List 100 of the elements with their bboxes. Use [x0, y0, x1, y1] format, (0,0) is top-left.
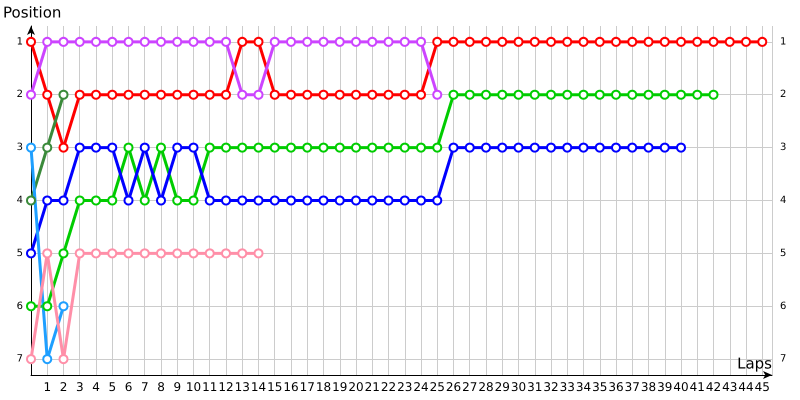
point	[416, 196, 426, 206]
point	[432, 36, 442, 47]
x-tick-label: 16	[283, 380, 299, 394]
y-tick-label: 3	[16, 142, 23, 154]
point	[91, 36, 101, 47]
point	[594, 90, 605, 100]
point	[188, 142, 198, 153]
point	[318, 142, 328, 153]
point	[351, 36, 361, 47]
point	[107, 90, 118, 100]
x-tick-label: 39	[657, 380, 672, 394]
point	[270, 90, 280, 100]
point	[400, 36, 410, 47]
point	[237, 196, 248, 206]
y-tick-label: 1	[16, 36, 23, 48]
x-tick-label: 32	[543, 380, 559, 394]
point	[286, 36, 296, 47]
point	[448, 142, 458, 153]
point	[481, 142, 491, 153]
point	[384, 36, 394, 47]
x-tick-label: 35	[592, 380, 608, 394]
point	[302, 142, 312, 153]
point	[432, 196, 442, 206]
point	[270, 196, 280, 206]
y2-tick-label: 4	[780, 195, 786, 206]
point	[42, 90, 52, 100]
y2-tick-label: 5	[780, 248, 786, 259]
point	[91, 142, 101, 153]
x-tick-label: 37	[624, 380, 640, 394]
x-tick-label: 12	[218, 380, 234, 394]
x-tick-label: 40	[673, 380, 689, 394]
x-tick-label: 15	[267, 380, 282, 394]
y-tick-label: 6	[16, 300, 23, 312]
point	[562, 142, 572, 153]
point	[156, 196, 166, 206]
y-tick-label: 2	[16, 89, 23, 100]
point	[318, 196, 328, 206]
point	[400, 142, 410, 153]
point	[107, 36, 118, 47]
point	[254, 142, 264, 153]
point	[578, 142, 588, 153]
x-tick-label: 44	[738, 380, 754, 394]
point	[204, 36, 215, 47]
x-tick-label: 41	[690, 380, 705, 394]
point	[757, 36, 768, 47]
y-axis-title: Position	[3, 4, 62, 22]
point	[546, 142, 556, 153]
point	[42, 354, 52, 364]
y2-tick-label: 7	[780, 354, 786, 365]
point	[26, 36, 36, 47]
point	[107, 196, 118, 206]
point	[644, 36, 654, 47]
point	[432, 142, 442, 153]
point	[708, 36, 718, 47]
point	[188, 248, 198, 258]
point	[221, 90, 231, 100]
point	[627, 90, 638, 100]
x-tick-label: 30	[510, 380, 526, 394]
point	[464, 142, 475, 153]
point	[26, 354, 36, 364]
point	[156, 90, 166, 100]
point	[351, 196, 361, 206]
point	[286, 90, 296, 100]
point	[611, 90, 621, 100]
point	[74, 248, 85, 258]
y-tick-label: 5	[16, 248, 23, 259]
point	[156, 248, 166, 258]
point	[546, 36, 556, 47]
point	[334, 90, 345, 100]
point	[42, 301, 52, 312]
point	[188, 36, 198, 47]
x-tick-label: 26	[446, 380, 462, 394]
point	[26, 142, 36, 153]
point	[58, 196, 68, 206]
x-tick-label: 3	[76, 380, 84, 394]
point	[42, 142, 52, 153]
point	[432, 90, 442, 100]
point	[676, 142, 686, 153]
x-tick-label: 29	[494, 380, 510, 394]
point	[416, 142, 426, 153]
point	[237, 248, 248, 258]
point	[514, 142, 524, 153]
x-tick-label: 23	[397, 380, 412, 394]
point	[156, 142, 166, 153]
x-tick-label: 20	[348, 380, 364, 394]
point	[172, 36, 182, 47]
point	[124, 248, 134, 258]
point	[26, 301, 36, 312]
point	[254, 36, 264, 47]
x-tick-label: 24	[413, 380, 429, 394]
point	[26, 248, 36, 258]
point	[172, 142, 182, 153]
point	[416, 90, 426, 100]
point	[172, 196, 182, 206]
point	[514, 36, 524, 47]
point	[546, 90, 556, 100]
point	[156, 36, 166, 47]
point	[578, 90, 588, 100]
point	[530, 36, 540, 47]
point	[464, 90, 475, 100]
